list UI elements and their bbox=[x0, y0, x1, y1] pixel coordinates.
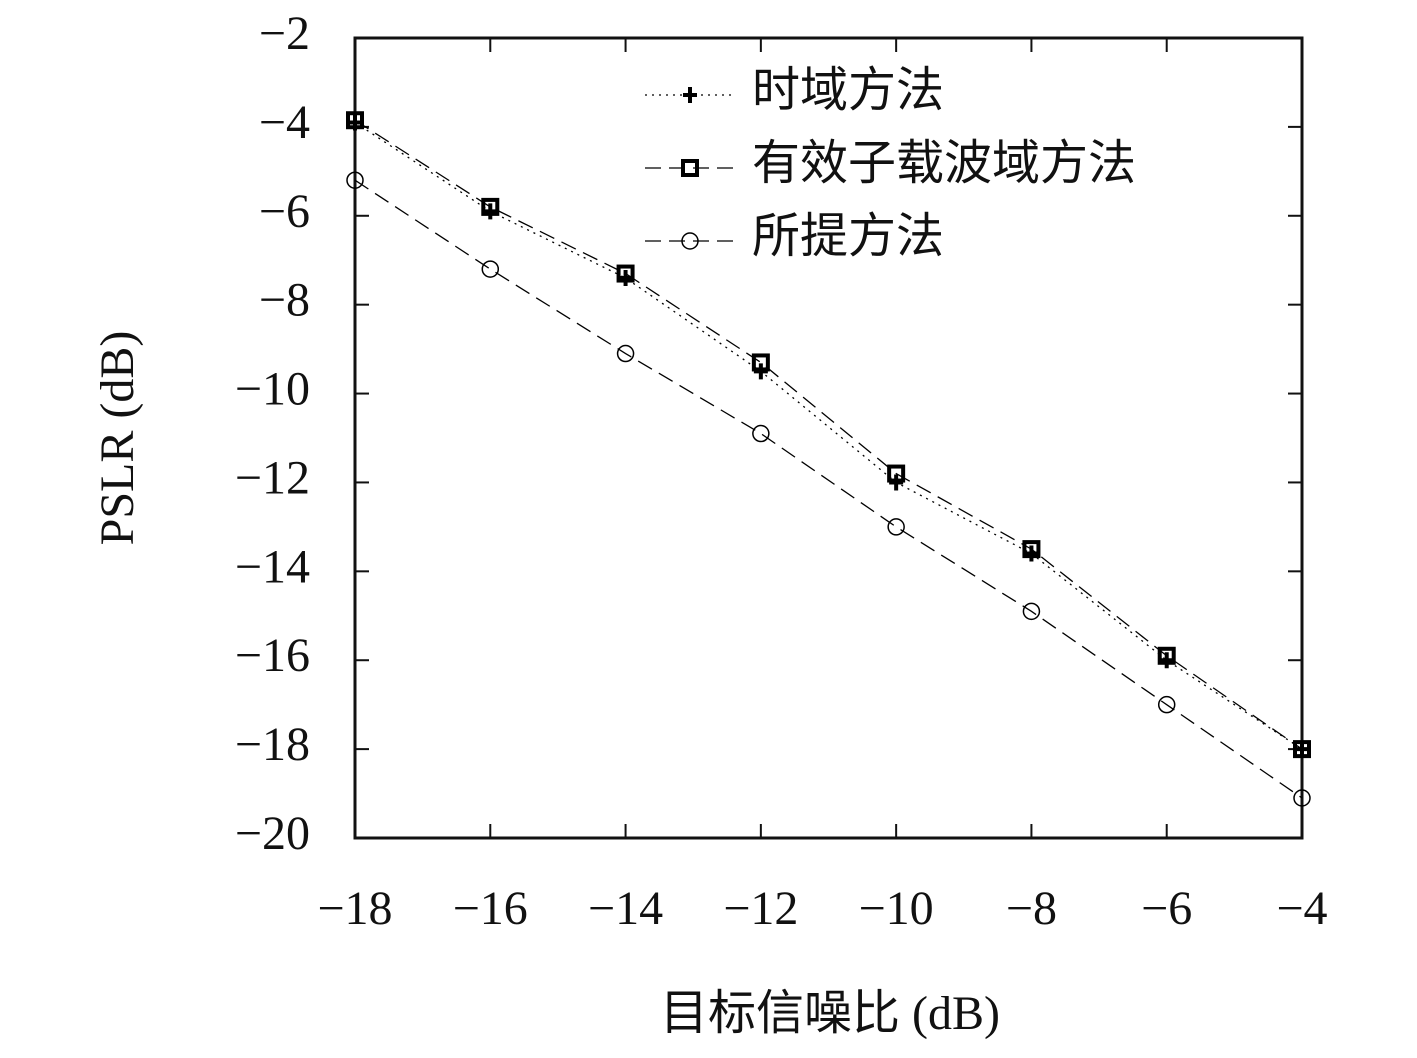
legend-label: 所提方法 bbox=[752, 210, 944, 263]
y-tick-label: −6 bbox=[259, 185, 310, 238]
marker bbox=[887, 464, 906, 483]
y-tick-label: −14 bbox=[235, 540, 310, 593]
x-tick-label: −14 bbox=[588, 882, 663, 935]
marker bbox=[483, 203, 498, 220]
series-line bbox=[354, 119, 1303, 750]
marker bbox=[616, 264, 635, 283]
x-tick-label: −8 bbox=[1006, 882, 1057, 935]
x-tick-label: −4 bbox=[1276, 882, 1327, 935]
legend-label: 有效子载波域方法 bbox=[752, 137, 1136, 190]
marker bbox=[1024, 545, 1039, 562]
legend-marker bbox=[681, 159, 699, 177]
legend-marker bbox=[683, 87, 697, 103]
plot-frame bbox=[353, 36, 1304, 840]
marker bbox=[1293, 789, 1311, 807]
marker bbox=[1293, 740, 1311, 759]
marker bbox=[1022, 602, 1041, 621]
y-tick-label: −20 bbox=[235, 807, 310, 860]
x-tick-label: −10 bbox=[859, 882, 934, 935]
y-tick-label: −12 bbox=[235, 451, 310, 504]
legend-label: 时域方法 bbox=[752, 64, 944, 117]
x-tick-label: −18 bbox=[317, 882, 392, 935]
marker bbox=[346, 171, 364, 189]
marker bbox=[346, 111, 364, 130]
marker bbox=[1022, 540, 1041, 559]
y-tick-label: −10 bbox=[235, 363, 310, 416]
y-tick-label: −4 bbox=[259, 96, 310, 149]
marker bbox=[618, 270, 633, 286]
marker bbox=[1157, 695, 1176, 714]
x-tick-label: −16 bbox=[453, 882, 528, 935]
y-tick-label: −8 bbox=[259, 274, 310, 327]
marker bbox=[481, 260, 500, 278]
series-line bbox=[354, 179, 1303, 799]
marker bbox=[1159, 652, 1174, 669]
x-tick-label: −6 bbox=[1141, 882, 1192, 935]
x-axis-label: 目标信噪比 (dB) bbox=[660, 987, 1000, 1040]
marker bbox=[481, 197, 500, 216]
marker bbox=[887, 518, 905, 536]
legend-marker bbox=[681, 232, 699, 250]
y-tick-label: −2 bbox=[259, 7, 310, 60]
marker bbox=[751, 353, 770, 372]
x-tick-label: −12 bbox=[723, 882, 798, 935]
y-tick-label: −18 bbox=[235, 718, 310, 771]
marker bbox=[1157, 646, 1176, 665]
y-tick-label: −16 bbox=[235, 629, 310, 682]
y-axis-label: PSLR (dB) bbox=[91, 331, 144, 546]
marker bbox=[616, 344, 635, 363]
marker bbox=[752, 424, 770, 443]
